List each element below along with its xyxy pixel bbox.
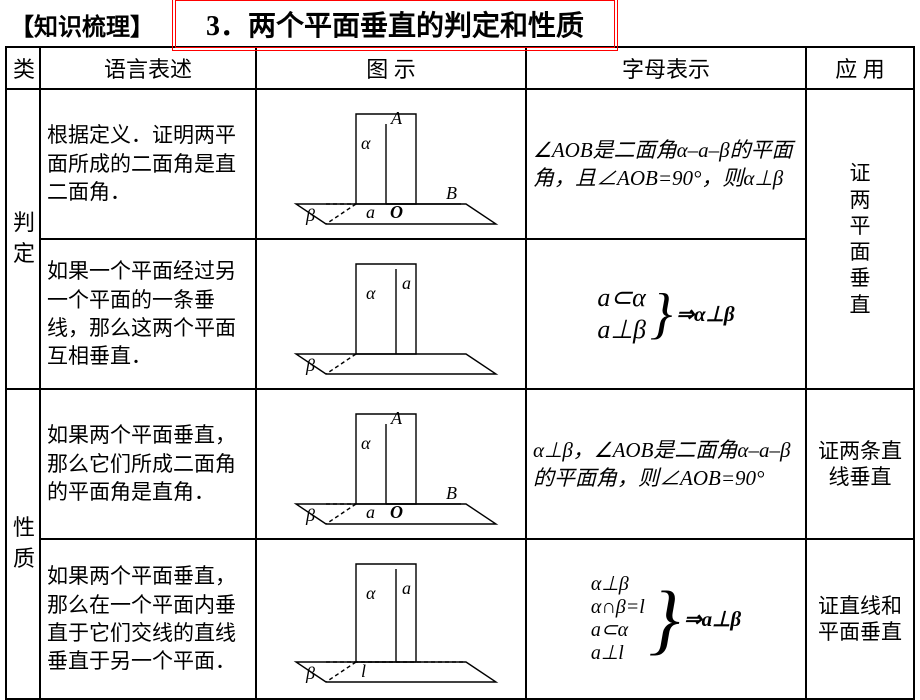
brace-line: a⊥β (597, 314, 646, 347)
label-a: a (366, 202, 375, 222)
label-O: O (390, 502, 403, 522)
cat-label: 判定 (13, 208, 35, 270)
desc-cell: 根据定义．证明两平面所成的二面角是直二面角． (40, 89, 256, 239)
section-label: 【知识梳理】 (10, 7, 154, 42)
label-A: A (390, 108, 403, 128)
category-property: 性质 (6, 389, 40, 699)
brace-icon: } (649, 586, 680, 652)
desc-cell: 如果两个平面垂直，那么在一个平面内垂直于它们交线的直线垂直于另一个平面． (40, 539, 256, 699)
app-text: 证两平面垂直 (850, 160, 871, 318)
page-title: 3．两个平面垂直的判定和性质 (172, 0, 618, 51)
label-alpha: α (361, 433, 371, 453)
col-symbols: 字母表示 (526, 47, 806, 89)
brace-line: a⊥l (591, 642, 645, 665)
symbol-cell: α⊥β α∩β=l a⊂α a⊥l } ⇒a⊥β (526, 539, 806, 699)
app-cell: 证直线和平面垂直 (806, 539, 914, 699)
table-row: 如果两个平面垂直，那么在一个平面内垂直于它们交线的直线垂直于另一个平面． α β… (6, 539, 914, 699)
brace-block: a⊂α a⊥β } ⇒α⊥β (533, 282, 799, 347)
label-a: a (402, 273, 411, 293)
label-B: B (446, 483, 457, 503)
table-row: 性质 如果两个平面垂直，那么它们所成二面角的平面角是直角． α β A B (6, 389, 914, 539)
table-row: 判定 根据定义．证明两平面所成的二面角是直二面角． (6, 89, 914, 239)
brace-line: α∩β=l (591, 596, 645, 619)
label-beta: β (305, 205, 315, 225)
main-table: 类 语言表述 图 示 字母表示 应 用 判定 根据定义．证明两平面所成的二面角是… (5, 46, 915, 700)
figure-cell: α β A B O a (256, 89, 526, 239)
brace-lines: a⊂α a⊥β (597, 282, 646, 347)
label-a: a (366, 502, 375, 522)
col-category: 类 (6, 47, 40, 89)
header-row: 【知识梳理】 3．两个平面垂直的判定和性质 (0, 0, 920, 46)
figure-cell: α β a l (256, 539, 526, 699)
brace-line: a⊂α (591, 619, 645, 642)
brace-icon: } (650, 289, 672, 339)
figure-cell: α β a (256, 239, 526, 389)
label-alpha: α (366, 283, 376, 303)
symbol-cell: ∠AOB是二面角α–a–β的平面角，且∠AOB=90°，则α⊥β (526, 89, 806, 239)
figure-perp-line: α β a (266, 244, 516, 384)
label-A: A (390, 408, 403, 428)
label-a: a (402, 578, 411, 598)
label-O: O (390, 202, 403, 222)
desc-cell: 如果两个平面垂直，那么它们所成二面角的平面角是直角． (40, 389, 256, 539)
implies: ⇒α⊥β (676, 300, 734, 328)
label-alpha: α (366, 583, 376, 603)
col-application: 应 用 (806, 47, 914, 89)
brace-line: a⊂α (597, 282, 646, 315)
label-l: l (361, 661, 366, 681)
label-beta: β (305, 355, 315, 375)
category-judgement: 判定 (6, 89, 40, 389)
brace-line: α⊥β (591, 573, 645, 596)
symbol-cell: α⊥β，∠AOB是二面角α–a–β的平面角，则∠AOB=90° (526, 389, 806, 539)
desc-cell: 如果一个平面经过另一个平面的一条垂线，那么这两个平面互相垂直． (40, 239, 256, 389)
table-row: 如果一个平面经过另一个平面的一条垂线，那么这两个平面互相垂直． α β a (6, 239, 914, 389)
label-beta: β (305, 663, 315, 683)
figure-dihedral-1: α β A B O a (266, 94, 516, 234)
header-row: 类 语言表述 图 示 字母表示 应 用 (6, 47, 914, 89)
label-B: B (446, 183, 457, 203)
app-cell: 证两条直线垂直 (806, 389, 914, 539)
implies: ⇒a⊥β (684, 605, 741, 633)
figure-dihedral-2: α β A B O a (266, 394, 516, 534)
figure-perp-planes-line: α β a l (266, 544, 516, 694)
brace-lines: α⊥β α∩β=l a⊂α a⊥l (591, 573, 645, 665)
app-cell: 证两平面垂直 (806, 89, 914, 389)
col-figure: 图 示 (256, 47, 526, 89)
col-description: 语言表述 (40, 47, 256, 89)
symbol-cell: a⊂α a⊥β } ⇒α⊥β (526, 239, 806, 389)
label-beta: β (305, 505, 315, 525)
figure-cell: α β A B O a (256, 389, 526, 539)
cat-label: 性质 (13, 513, 35, 575)
brace-block: α⊥β α∩β=l a⊂α a⊥l } ⇒a⊥β (533, 573, 799, 665)
label-alpha: α (361, 133, 371, 153)
